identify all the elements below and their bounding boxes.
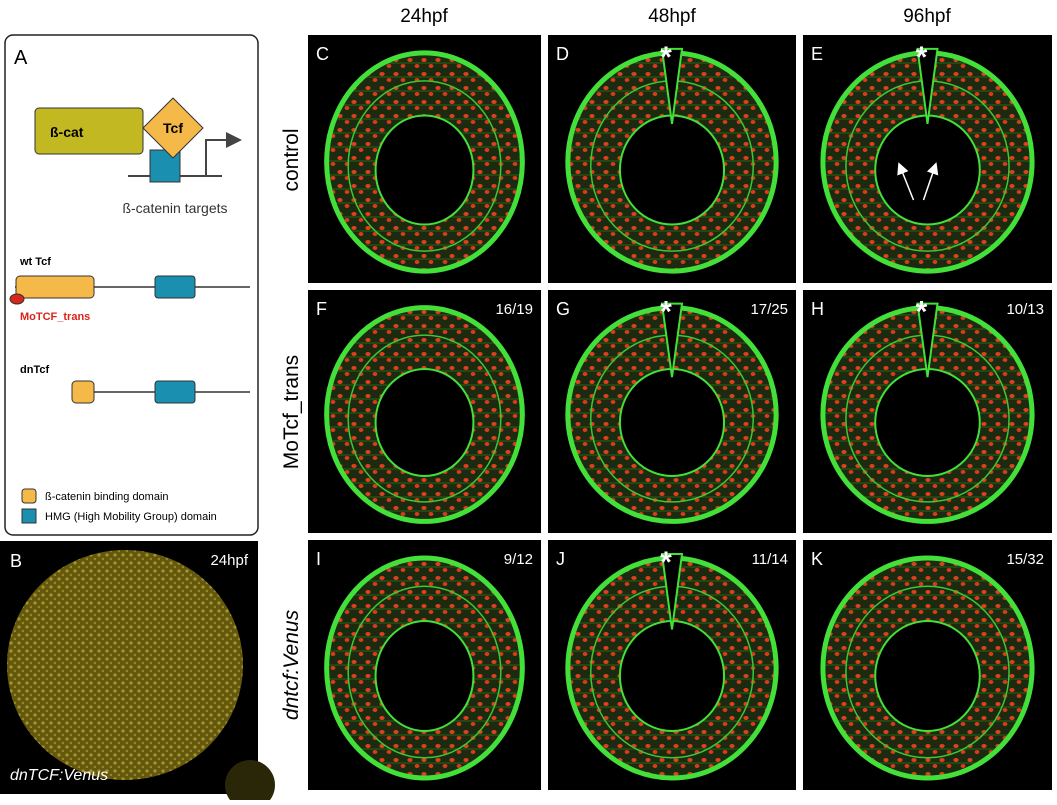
count-label: 16/19 [495, 301, 533, 318]
panel-grid: C * D * E F 16/19 * G 17/25 * H 10/13 I 9/12 * J 11/14 K 15… [308, 35, 1052, 790]
label: MoTCF_trans [20, 311, 90, 323]
label: ß-cat [50, 124, 84, 140]
panel-letter: H [811, 299, 824, 319]
stage-label: 24hpf [210, 552, 248, 569]
legend-swatch [21, 488, 37, 504]
construct-label: dnTCF:Venus [10, 767, 108, 784]
panel-letter: E [811, 44, 823, 64]
row-label: control [280, 128, 303, 191]
embryo-mid [347, 80, 502, 252]
count-label: 17/25 [750, 301, 788, 318]
row-label: dntcf:Venus [280, 609, 303, 720]
morpholino [9, 293, 25, 305]
panel-letter: B [10, 551, 22, 571]
embryo-mid [845, 585, 1010, 759]
column-header: 24hpf [400, 6, 448, 27]
tcf-diamond [142, 97, 204, 159]
embryo-mid [347, 334, 502, 503]
embryo-lumen [618, 368, 726, 477]
count-label: 11/14 [752, 551, 788, 568]
count-label: 9/12 [504, 551, 533, 568]
panel-letter: A [14, 47, 28, 69]
embryo-lumen [618, 114, 726, 226]
binding-domain [71, 380, 95, 404]
beta-cat-box [34, 107, 144, 155]
embryo-lumen [874, 368, 981, 477]
hmg-domain [154, 275, 196, 299]
panel-letter: I [316, 549, 321, 569]
notch [660, 553, 684, 630]
row-label: MoTcf_trans [280, 355, 303, 469]
panel-letter: K [811, 549, 823, 569]
embryo [7, 550, 243, 780]
panel-letter: J [556, 549, 565, 569]
notch [916, 47, 939, 124]
legend-swatch [21, 508, 37, 524]
panel-letter: C [316, 44, 329, 64]
embryo-lumen [374, 620, 475, 732]
embryo-lumen [874, 114, 981, 226]
embryo-lumen [874, 620, 981, 732]
binding-domain [15, 275, 95, 299]
label: dnTcf [20, 364, 49, 376]
embryo-mid [347, 585, 502, 759]
legend-label: ß-catenin binding domain [45, 491, 169, 503]
panel-letter: F [316, 299, 327, 319]
label: wt Tcf [19, 256, 51, 268]
asterisk: * [660, 296, 672, 329]
panel-letter: D [556, 44, 569, 64]
column-header: 48hpf [648, 6, 696, 27]
count-label: 10/13 [1006, 301, 1044, 318]
arrow [897, 162, 915, 201]
hmg-domain [154, 380, 196, 404]
embryo-edge [225, 760, 275, 805]
asterisk: * [916, 296, 928, 329]
legend-label: HMG (High Mobility Group) domain [45, 511, 217, 523]
panel-b: B 24hpf dnTCF:Venus [0, 541, 275, 805]
column-header: 96hpf [903, 6, 951, 27]
panel-letter: G [556, 299, 570, 319]
asterisk: * [916, 41, 928, 74]
asterisk: * [660, 546, 672, 579]
notch [916, 302, 939, 378]
embryo-lumen [374, 114, 475, 226]
label: ß-catenin targets [122, 200, 227, 216]
count-label: 15/32 [1006, 551, 1044, 568]
notch [660, 47, 684, 124]
notch [660, 302, 684, 378]
panel-frame [4, 34, 259, 536]
panel-a: A ß-cat Tcf ß-catenin targets wt Tcf MoT… [4, 34, 259, 536]
embryo-lumen [374, 368, 475, 477]
arrow [922, 162, 939, 201]
embryo-lumen [618, 620, 726, 732]
promoter-arrow [205, 132, 242, 176]
asterisk: * [660, 41, 672, 74]
label: Tcf [163, 120, 183, 136]
